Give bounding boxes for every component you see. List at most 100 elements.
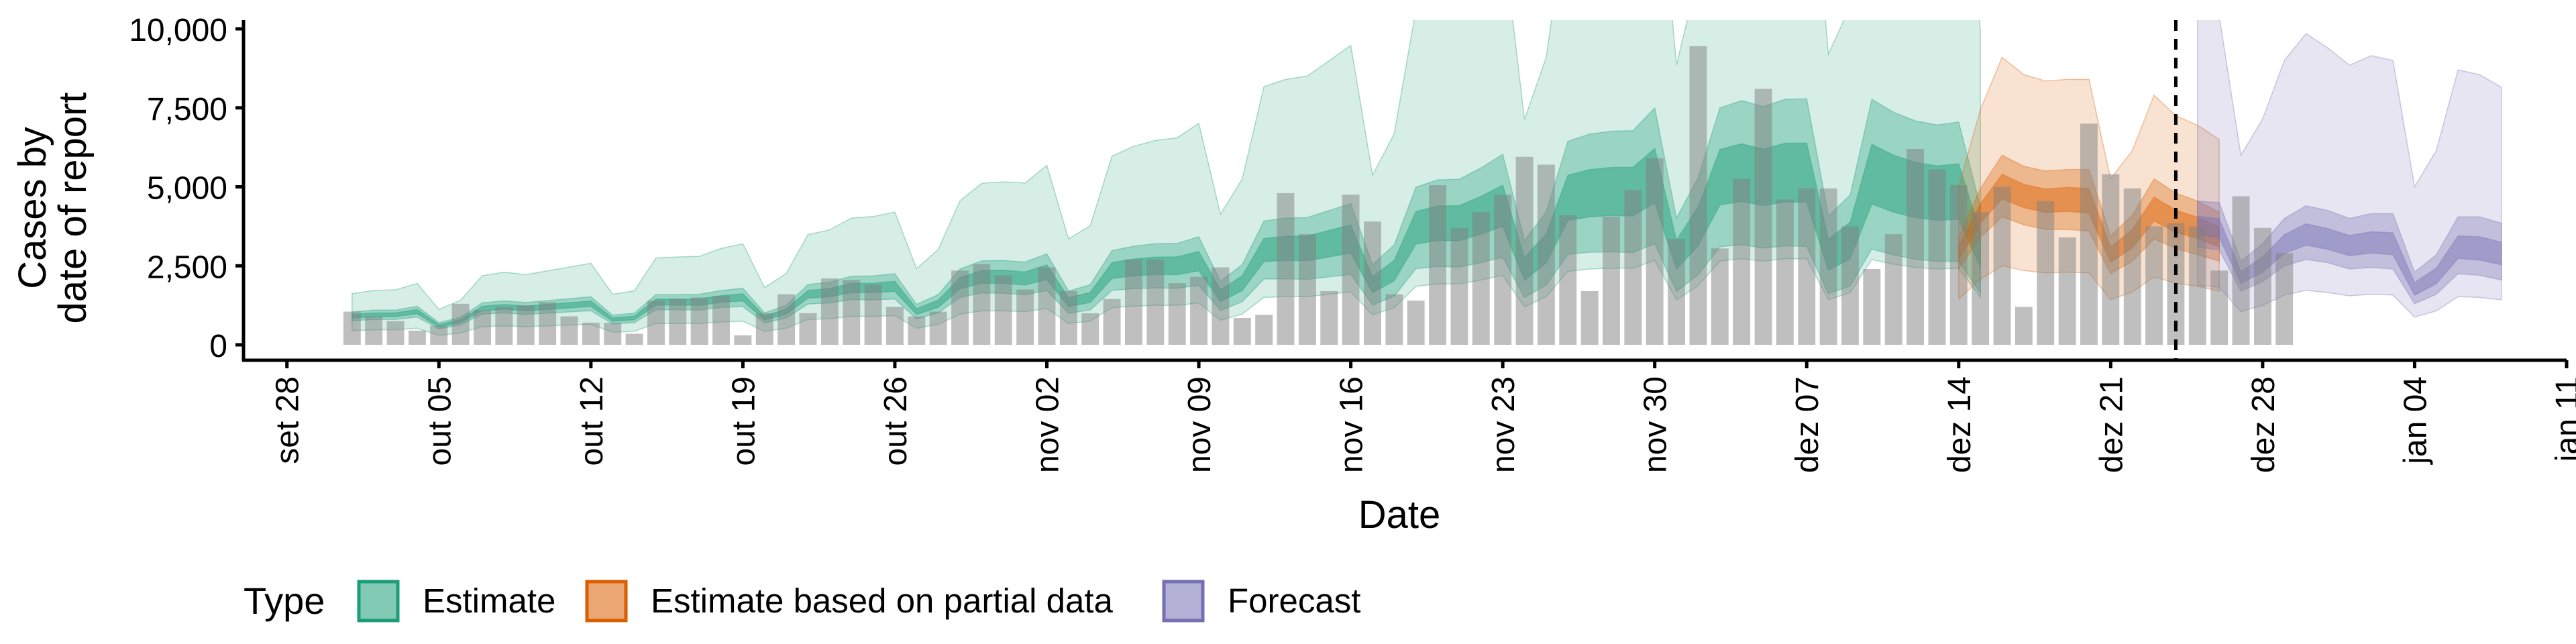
case-bar xyxy=(1407,301,1425,345)
case-bar xyxy=(973,264,991,345)
case-bar xyxy=(582,323,600,345)
case-bar xyxy=(386,321,405,345)
case-bar xyxy=(2210,270,2229,345)
y-tick-label: 7,500 xyxy=(147,92,227,127)
case-bar xyxy=(1537,164,1555,345)
case-bar xyxy=(409,330,426,345)
legend-key-1 xyxy=(357,580,400,623)
case-bar xyxy=(1190,276,1208,345)
case-bar xyxy=(1819,188,1837,345)
case-bar xyxy=(1798,188,1816,345)
case-bar xyxy=(1841,226,1859,345)
legend-label-1: Estimate xyxy=(423,582,555,620)
case-bar xyxy=(2015,307,2033,345)
case-bar xyxy=(1776,199,1794,345)
case-bar xyxy=(2102,174,2120,345)
case-bar xyxy=(1146,259,1165,345)
case-bar xyxy=(474,310,491,345)
case-bar xyxy=(1277,193,1295,345)
legend-label-2: Estimate based on partial data xyxy=(651,582,1114,620)
case-bar xyxy=(1928,169,1946,345)
case-bar xyxy=(1125,259,1142,345)
case-bar xyxy=(1016,289,1034,345)
y-axis-ticks: 0 2,500 5,000 7,500 10,000 xyxy=(129,13,244,364)
x-tick-label: nov 16 xyxy=(1334,376,1370,473)
case-bar xyxy=(2058,237,2076,345)
case-bar xyxy=(1646,158,1664,345)
case-bar xyxy=(1364,221,1381,345)
case-bar xyxy=(1754,89,1772,345)
case-bar xyxy=(1320,290,1338,345)
case-bar xyxy=(1233,318,1251,345)
case-bar xyxy=(2254,227,2271,345)
x-axis-label: Date xyxy=(1358,493,1441,537)
case-bar xyxy=(690,297,708,345)
x-tick-label: jan 11 xyxy=(2550,376,2576,463)
case-bar xyxy=(864,284,882,345)
case-bar xyxy=(2145,226,2163,345)
case-bar xyxy=(2080,123,2098,345)
x-tick-label: nov 23 xyxy=(1486,376,1521,473)
case-bar xyxy=(799,313,817,345)
case-bar xyxy=(1580,290,1599,345)
case-bar xyxy=(712,296,730,345)
x-tick-label: dez 21 xyxy=(2094,376,2129,473)
case-bar xyxy=(1972,212,1990,345)
x-axis-ticks: set 28 out 05 out 12 out 19 out 26 nov 02 nov … xyxy=(270,360,2576,473)
case-bar xyxy=(1038,267,1056,345)
legend: Type Estimate Estimate based on partial d… xyxy=(244,580,1360,623)
case-bar xyxy=(908,316,926,345)
case-bar xyxy=(1689,46,1707,345)
case-bar xyxy=(2123,188,2141,345)
case-bar xyxy=(1385,294,1403,345)
case-bar xyxy=(1949,185,1968,345)
x-tick-label: dez 28 xyxy=(2246,376,2282,473)
case-bar xyxy=(365,316,383,345)
case-bar xyxy=(734,335,752,345)
case-bar xyxy=(1059,290,1077,345)
x-tick-label: nov 30 xyxy=(1638,376,1674,473)
case-bar xyxy=(1515,156,1534,345)
case-bar xyxy=(1884,234,1902,345)
legend-key-3 xyxy=(1162,580,1205,623)
case-bar xyxy=(1993,186,2011,345)
case-bar xyxy=(604,323,622,345)
case-bar xyxy=(1255,315,1273,345)
legend-label-3: Forecast xyxy=(1228,582,1360,620)
case-bar xyxy=(669,299,687,345)
case-bar xyxy=(539,302,557,345)
x-tick-label: out 26 xyxy=(878,376,914,466)
case-bar xyxy=(1624,190,1642,345)
case-bar xyxy=(1907,149,1924,345)
legend-key-2 xyxy=(585,580,628,623)
legend-title: Type xyxy=(244,580,325,622)
case-bar xyxy=(1212,267,1230,345)
case-bar xyxy=(755,313,773,345)
case-bar xyxy=(495,307,513,345)
case-bar xyxy=(1711,248,1729,345)
estimate-based-on-partial-data-band-20 xyxy=(1958,173,2220,264)
case-bar xyxy=(2188,226,2206,345)
case-bar xyxy=(1103,299,1121,345)
case-bar xyxy=(994,275,1012,345)
case-bar xyxy=(777,294,796,345)
case-bar xyxy=(343,311,361,345)
case-bar xyxy=(1494,195,1512,345)
case-bar xyxy=(517,305,535,345)
case-bar xyxy=(2275,253,2294,345)
case-bar xyxy=(2037,201,2055,345)
case-bar xyxy=(820,278,839,345)
y-tick-label: 0 xyxy=(209,329,227,364)
case-bar xyxy=(451,303,470,345)
case-bar xyxy=(1603,217,1620,345)
case-bar xyxy=(1863,269,1881,345)
x-tick-label: out 12 xyxy=(574,376,610,466)
case-bar xyxy=(1081,313,1099,345)
x-tick-label: dez 14 xyxy=(1942,376,1978,473)
case-bar xyxy=(1342,195,1360,345)
x-tick-label: out 19 xyxy=(726,376,761,466)
y-tick-label: 10,000 xyxy=(129,13,227,48)
case-bar xyxy=(929,311,947,345)
y-tick-label: 2,500 xyxy=(147,250,227,285)
